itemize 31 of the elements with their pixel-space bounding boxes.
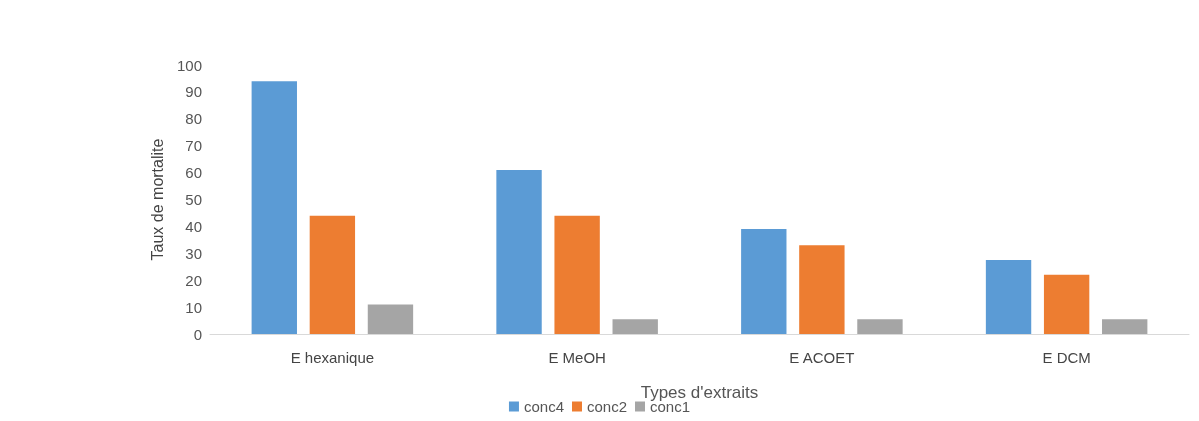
bar bbox=[857, 319, 903, 334]
x-tick-label: E MeOH bbox=[548, 349, 606, 366]
bar bbox=[799, 245, 845, 334]
x-tick-label: E hexanique bbox=[290, 349, 375, 366]
bar bbox=[554, 215, 600, 334]
bar bbox=[612, 319, 658, 334]
y-tick-label: 60 bbox=[185, 164, 202, 182]
y-tick-label: 0 bbox=[193, 325, 202, 343]
y-tick-label: 70 bbox=[185, 137, 202, 155]
x-tick-label: E DCM bbox=[1042, 349, 1091, 366]
legend-label: conc2 bbox=[586, 398, 628, 415]
bar bbox=[985, 260, 1032, 334]
y-tick-label: 40 bbox=[185, 217, 202, 235]
y-tick-label: 80 bbox=[185, 110, 202, 128]
bar bbox=[251, 81, 297, 334]
x-tick-label: E ACOET bbox=[789, 349, 855, 366]
bar bbox=[741, 229, 787, 334]
legend-label: conc4 bbox=[523, 398, 564, 415]
y-tick-label: 10 bbox=[185, 298, 202, 316]
y-axis-title: Taux de mortalite bbox=[148, 138, 166, 261]
y-tick-label: 90 bbox=[185, 83, 202, 101]
bar bbox=[309, 215, 356, 334]
bar bbox=[1043, 274, 1090, 334]
y-tick-label: 30 bbox=[185, 244, 202, 262]
bar bbox=[367, 304, 414, 334]
y-tick-label: 20 bbox=[185, 271, 202, 289]
x-axis-title: Types d'extraits bbox=[640, 383, 759, 402]
y-tick-label: 100 bbox=[176, 56, 202, 74]
bar bbox=[496, 169, 542, 334]
bar bbox=[1102, 319, 1148, 334]
y-tick-label: 50 bbox=[185, 191, 202, 208]
